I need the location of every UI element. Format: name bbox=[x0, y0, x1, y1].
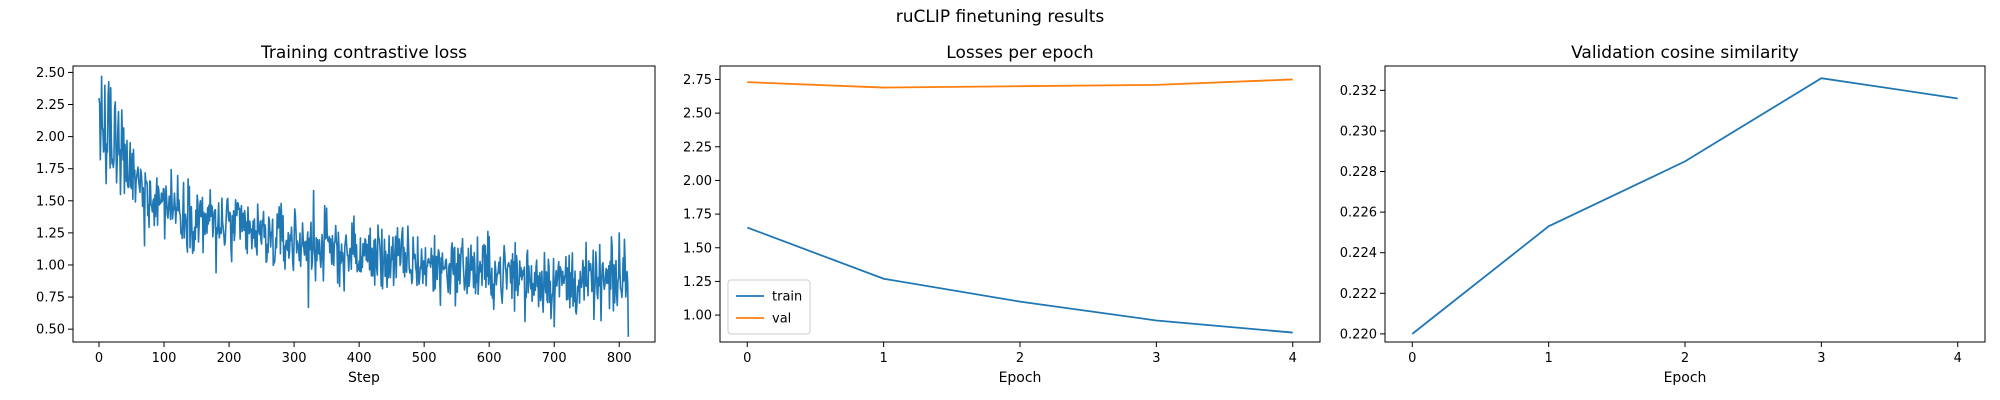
y-tick-label: 0.75 bbox=[36, 291, 65, 306]
y-tick-label: 2.50 bbox=[36, 66, 65, 81]
y-tick-label: 1.50 bbox=[36, 194, 65, 209]
cosine-similarity-panel: Validation cosine similarity 0 1 2 3 4 0.220 0.… bbox=[1340, 43, 1986, 386]
axes-frame bbox=[1384, 65, 1986, 343]
x-tick-label: 2 bbox=[1016, 351, 1024, 366]
y-tick-label: 2.00 bbox=[36, 130, 65, 145]
epoch-losses-panel: Losses per epoch 0 1 2 3 4 1.00 1.25 1.50 1.75 2.0… bbox=[683, 43, 1321, 386]
legend-box bbox=[727, 279, 811, 335]
y-tick-label: 0.226 bbox=[1340, 206, 1377, 221]
y-tick-label: 2.00 bbox=[683, 174, 712, 189]
loss-series-line bbox=[98, 75, 630, 337]
x-tick-label: 2 bbox=[1681, 351, 1689, 366]
y-tick-label: 0.220 bbox=[1340, 327, 1377, 342]
y-tick-label: 1.75 bbox=[36, 162, 65, 177]
x-tick-label: 1 bbox=[879, 351, 887, 366]
x-tick-label: 4 bbox=[1954, 351, 1962, 366]
y-tick-label: 1.00 bbox=[683, 309, 712, 324]
x-tick-label: 400 bbox=[347, 351, 372, 366]
chart-title: Training contrastive loss bbox=[260, 43, 467, 63]
x-tick-label: 800 bbox=[607, 351, 632, 366]
y-tick-label: 2.25 bbox=[36, 98, 65, 113]
y-tick-label: 0.50 bbox=[36, 323, 65, 338]
x-tick-label: 700 bbox=[542, 351, 567, 366]
x-tick-label: 200 bbox=[217, 351, 242, 366]
x-tick-label: 1 bbox=[1544, 351, 1552, 366]
x-tick-label: 100 bbox=[152, 351, 177, 366]
chart-title: Validation cosine similarity bbox=[1571, 43, 1799, 63]
x-tick-label: 3 bbox=[1152, 351, 1160, 366]
y-tick-label: 0.228 bbox=[1340, 165, 1377, 180]
x-axis-label: Step bbox=[348, 370, 380, 386]
y-tick-label: 1.75 bbox=[683, 208, 712, 223]
x-tick-label: 4 bbox=[1289, 351, 1297, 366]
x-tick-label: 0 bbox=[1408, 351, 1416, 366]
x-axis-label: Epoch bbox=[999, 370, 1042, 386]
y-tick-label: 2.25 bbox=[683, 140, 712, 155]
chart-title: Losses per epoch bbox=[946, 43, 1093, 63]
x-tick-label: 3 bbox=[1817, 351, 1825, 366]
y-tick-label: 1.25 bbox=[36, 226, 65, 241]
axes-frame bbox=[719, 65, 1321, 343]
y-tick-label: 0.230 bbox=[1340, 124, 1377, 139]
legend-label: train bbox=[772, 290, 802, 305]
y-tick-label: 1.50 bbox=[683, 241, 712, 256]
y-tick-label: 2.50 bbox=[683, 107, 712, 122]
figure-suptitle: ruCLIP finetuning results bbox=[896, 7, 1105, 27]
x-tick-label: 600 bbox=[477, 351, 502, 366]
y-tick-label: 0.224 bbox=[1340, 246, 1377, 261]
axes-frame bbox=[72, 65, 656, 343]
y-tick-label: 0.222 bbox=[1340, 287, 1377, 302]
x-tick-label: 0 bbox=[95, 351, 103, 366]
x-tick-label: 300 bbox=[282, 351, 307, 366]
x-tick-label: 0 bbox=[743, 351, 751, 366]
y-tick-label: 2.75 bbox=[683, 73, 712, 88]
legend-label: val bbox=[772, 312, 791, 327]
y-tick-label: 1.00 bbox=[36, 258, 65, 273]
x-axis-label: Epoch bbox=[1664, 370, 1707, 386]
y-tick-label: 1.25 bbox=[683, 275, 712, 290]
y-tick-label: 0.232 bbox=[1340, 84, 1377, 99]
loss-curve-panel: Training contrastive loss 0 100 200 300 400 50… bbox=[36, 43, 656, 386]
x-tick-label: 500 bbox=[412, 351, 437, 366]
